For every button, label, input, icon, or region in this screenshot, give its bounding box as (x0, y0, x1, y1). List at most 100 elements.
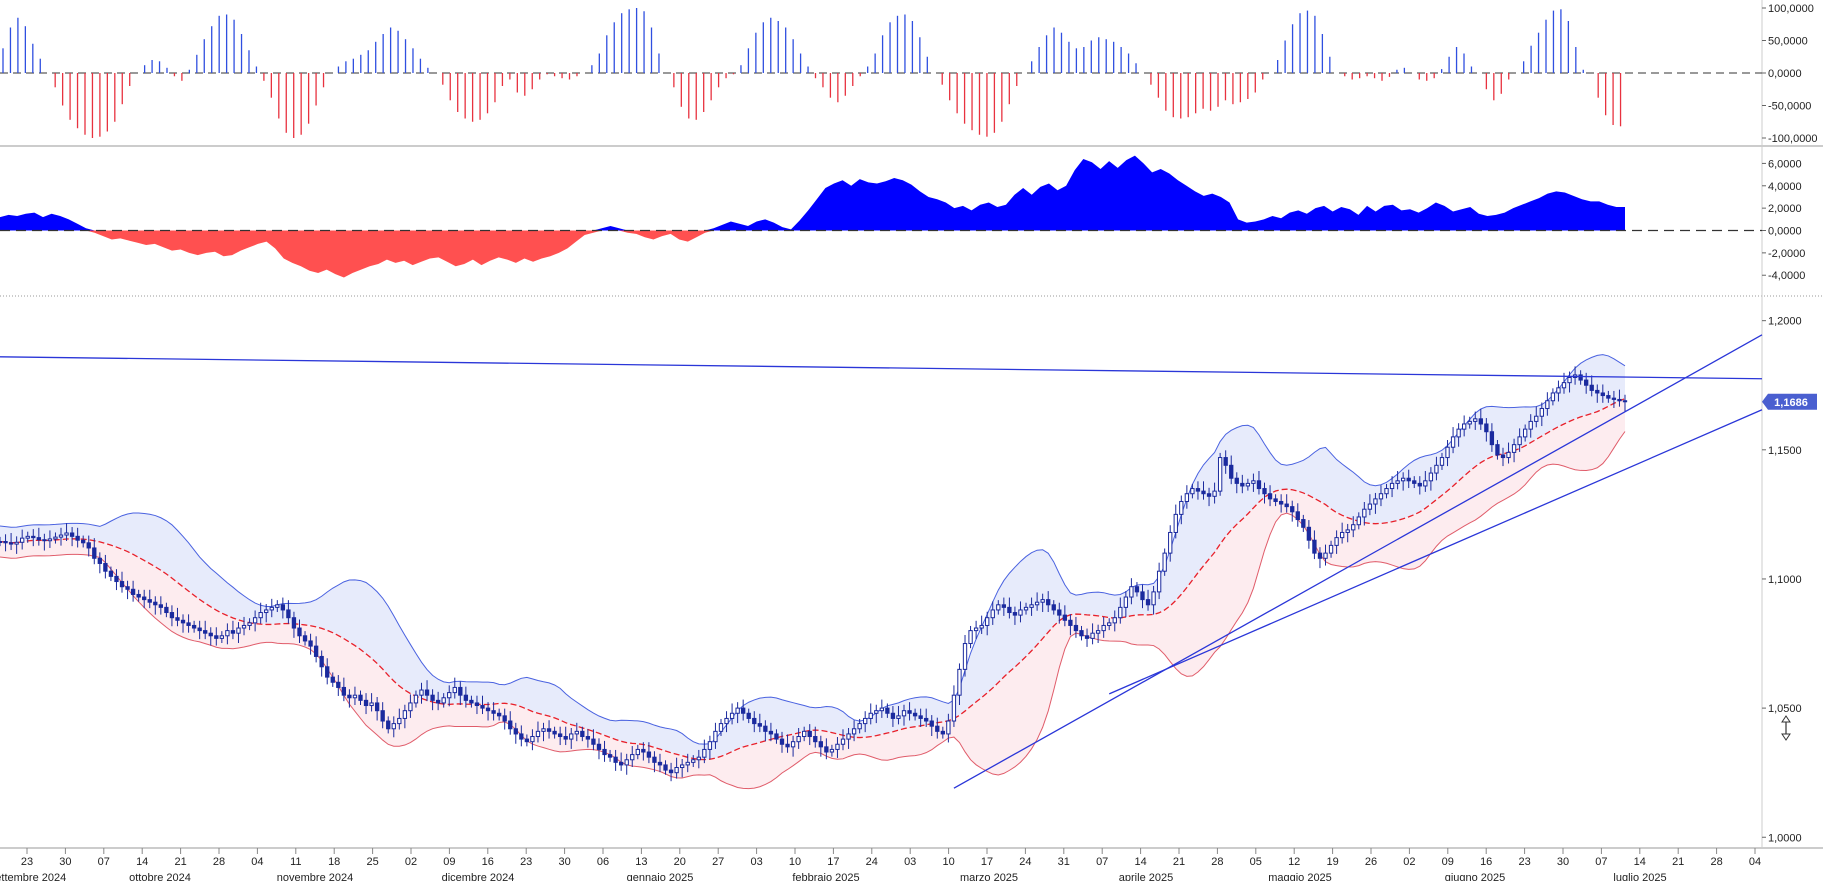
candle-body (341, 686, 347, 696)
candle-body (241, 624, 247, 629)
x-tick-label: 10 (789, 856, 801, 868)
x-tick-label: 24 (1019, 856, 1031, 868)
candle-body (535, 730, 541, 738)
candle-body (680, 764, 685, 769)
month-label: maggio 2025 (1268, 872, 1332, 881)
candle-body (1417, 482, 1422, 487)
candle-body (42, 539, 47, 542)
candle-body (585, 736, 591, 740)
candle-body (918, 715, 923, 719)
candle-body (1057, 609, 1062, 616)
candle-body (3, 541, 8, 544)
candle-body (1595, 389, 1600, 394)
candle-body (114, 575, 119, 583)
y-tick-label: 1,1500 (1768, 445, 1802, 457)
candle-body (325, 666, 330, 678)
candle-body (424, 689, 430, 696)
candle-body (1412, 480, 1417, 484)
candle-body (818, 741, 823, 748)
y-tick-label: -4,0000 (1768, 270, 1805, 282)
candle-body (1428, 472, 1434, 482)
x-tick-label: 04 (251, 856, 263, 868)
y-tick-label: 2,0000 (1768, 203, 1802, 215)
candle-body (1478, 418, 1483, 425)
candle-body (1278, 500, 1284, 505)
x-tick-label: 17 (981, 856, 993, 868)
support-trendline (953, 334, 1763, 789)
candle-body (169, 612, 175, 619)
candle-body (1539, 407, 1544, 417)
candle-body (1079, 630, 1084, 637)
x-tick-label: 30 (558, 856, 570, 868)
x-tick-label: 16 (1480, 856, 1492, 868)
candle-body (136, 593, 141, 598)
candle-body (807, 730, 812, 738)
candle-body (1001, 604, 1007, 608)
candle-body (447, 692, 452, 699)
candle-body (885, 707, 890, 714)
candle-body (153, 601, 158, 606)
candle-body (208, 632, 213, 637)
candle-body (1062, 614, 1068, 621)
candle-body (1561, 382, 1567, 389)
candle-body (752, 717, 757, 725)
candle-body (441, 697, 446, 704)
candle-body (1201, 490, 1206, 495)
candle-body (408, 702, 413, 712)
candle-body (1617, 398, 1622, 402)
candle-body (130, 588, 136, 595)
candle-body (313, 645, 319, 657)
candle-body (857, 723, 862, 730)
candle-body (1506, 451, 1511, 459)
candle-body (363, 699, 369, 707)
month-label: novembre 2024 (277, 872, 353, 881)
candle-body (108, 570, 114, 577)
candle-body (802, 730, 807, 738)
candle-body (1606, 395, 1611, 399)
candle-body (1173, 513, 1178, 533)
candle-body (1301, 519, 1306, 528)
candle-body (563, 736, 568, 740)
candle-body (119, 581, 125, 588)
x-tick-label: 30 (59, 856, 71, 868)
candle-body (1245, 482, 1251, 487)
resize-cursor-arrows (1781, 715, 1791, 741)
candle-body (1534, 415, 1539, 422)
month-label: dicembre 2024 (442, 872, 515, 881)
candle-body (707, 741, 713, 750)
candle-body (1256, 480, 1262, 490)
candle-body (286, 609, 291, 619)
candle-body (946, 720, 951, 735)
candle-body (796, 736, 801, 743)
candle-body (652, 756, 657, 763)
x-tick-label: 14 (1134, 856, 1146, 868)
candle-body (1051, 604, 1056, 611)
candle-body (1229, 464, 1234, 479)
candle-body (247, 622, 252, 626)
candle-body (64, 532, 69, 536)
x-tick-label: 07 (1096, 856, 1108, 868)
candle-body (624, 759, 629, 766)
candle-body (236, 627, 241, 634)
candle-body (519, 733, 524, 740)
candle-body (1029, 604, 1034, 608)
candle-body (1040, 599, 1045, 603)
x-tick-label: 06 (597, 856, 609, 868)
candle-body (435, 699, 441, 704)
candle-body (1550, 392, 1556, 402)
candle-body (1145, 599, 1151, 606)
x-tick-label: 02 (1403, 856, 1415, 868)
candle-body (840, 738, 846, 745)
candle-body (1190, 488, 1195, 495)
last-price-label: 1,1686 (1774, 397, 1808, 409)
candle-body (1084, 635, 1090, 639)
candle-body (696, 756, 701, 761)
candle-body (1445, 446, 1450, 459)
candle-body (491, 710, 496, 714)
candle-body (1234, 477, 1239, 484)
candle-body (1212, 490, 1217, 497)
candle-body (386, 720, 391, 730)
candle-body (1578, 374, 1583, 381)
x-tick-label: 23 (21, 856, 33, 868)
candle-body (596, 743, 602, 750)
